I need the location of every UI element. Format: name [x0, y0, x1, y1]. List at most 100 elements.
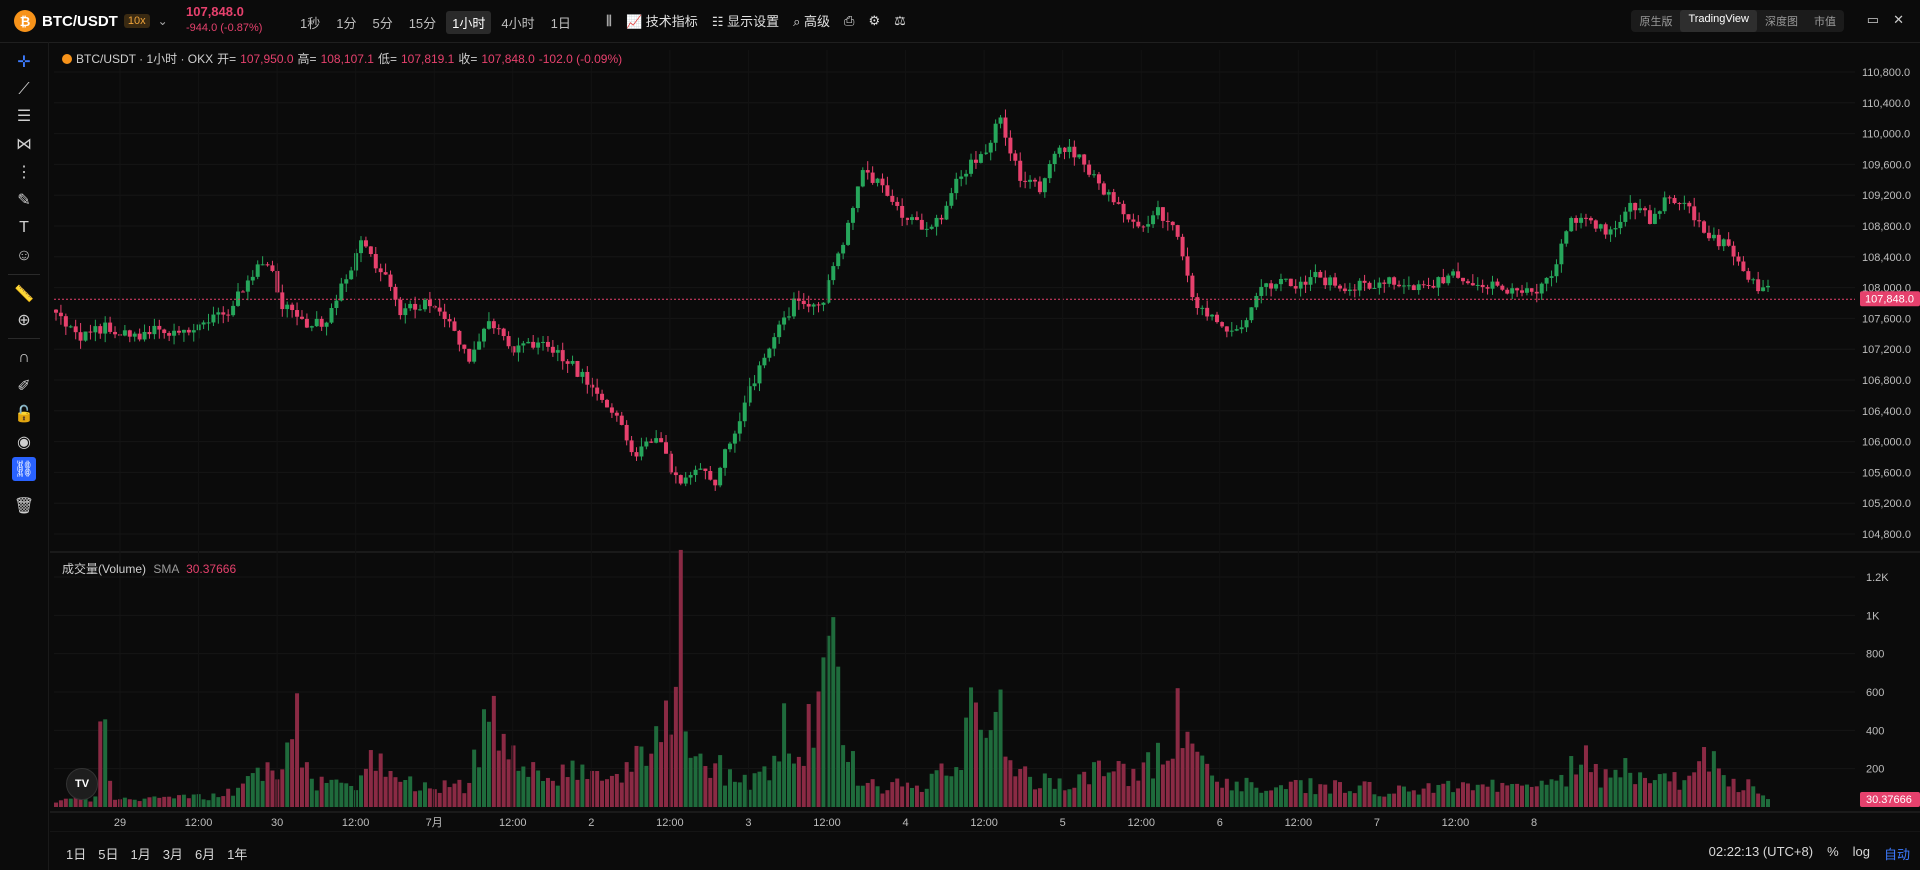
candle-body	[1313, 271, 1318, 278]
draw-lock-icon[interactable]: ✐	[17, 378, 31, 395]
volume-bar	[1618, 777, 1623, 807]
price-chart[interactable]: 110,800.0 110,400.0 110,000.0 109,600.0 109,…	[50, 42, 1920, 832]
volume-bar	[1652, 780, 1657, 807]
candle-body	[122, 330, 127, 336]
candle-body	[147, 331, 152, 335]
range-button-5[interactable]: 1年	[227, 847, 248, 862]
lock-icon[interactable]: 🔓	[14, 406, 34, 423]
volume-bar	[388, 771, 393, 807]
volume-bar	[231, 795, 236, 807]
range-button-0[interactable]: 1日	[66, 847, 87, 862]
volume-bar	[629, 771, 634, 807]
interval-0[interactable]: 1秒	[300, 16, 321, 31]
fullscreen-icon[interactable]: ▭	[1866, 12, 1880, 27]
volume-bar	[664, 700, 669, 807]
candle-body	[1618, 221, 1623, 229]
candle-body	[1018, 160, 1023, 181]
candle-body	[1170, 221, 1175, 226]
candle-body	[1460, 277, 1465, 282]
candle-body	[172, 330, 177, 336]
range-button-1[interactable]: 5日	[98, 847, 119, 862]
text-icon[interactable]: T	[19, 219, 29, 236]
candle-body	[1441, 277, 1446, 284]
volume-bar	[506, 759, 511, 807]
volume-bar	[1288, 781, 1293, 807]
volume-bar	[1667, 781, 1672, 807]
volume-bar	[545, 777, 550, 807]
time-tick: 12:00	[1442, 817, 1470, 829]
interval-1[interactable]: 1分	[336, 16, 357, 31]
tradingview-logo[interactable]: TV	[66, 768, 98, 800]
price-tick: 110,800.0	[1862, 67, 1910, 79]
log-toggle[interactable]: log	[1852, 844, 1870, 859]
close-icon[interactable]: ✕	[1893, 12, 1904, 27]
display-settings-button[interactable]: ☷ 显示设置	[711, 14, 780, 29]
brush-icon[interactable]: ✎	[17, 192, 31, 209]
volume-bar	[1254, 787, 1259, 807]
volume-bar	[595, 771, 600, 807]
magnet-icon[interactable]: ∩	[18, 349, 30, 366]
view-tab-1[interactable]: TradingView	[1680, 10, 1757, 32]
zoom-in-icon[interactable]: ⊕	[17, 312, 31, 329]
auto-toggle[interactable]: 自动	[1883, 847, 1910, 862]
volume-bar	[1490, 779, 1495, 807]
crosshair-icon[interactable]: ✛	[17, 54, 31, 71]
interval-selector: 1秒 1分 5分 15分 1小时 4小时 1日	[294, 11, 577, 34]
interval-5[interactable]: 4小时	[501, 16, 535, 31]
link-icon[interactable]: ⛓	[12, 457, 36, 481]
balance-icon[interactable]: ⚖	[894, 12, 906, 28]
percent-toggle[interactable]: %	[1827, 844, 1839, 859]
high-value: 108,107.1	[320, 51, 374, 66]
candle-body	[964, 173, 969, 177]
interval-6[interactable]: 1日	[550, 16, 571, 31]
eye-icon[interactable]: ◉	[17, 434, 31, 451]
volume-bar	[1357, 785, 1362, 807]
candle-body	[265, 264, 270, 266]
candle-body	[600, 393, 605, 400]
time-tick: 12:00	[185, 817, 213, 829]
price-change: -944.0 (-0.87%)	[186, 22, 263, 34]
candle-body	[98, 326, 103, 334]
candle-body	[1524, 288, 1529, 293]
candle-body	[978, 154, 983, 163]
view-tab-0[interactable]: 原生版	[1639, 16, 1673, 28]
candle-body	[575, 360, 580, 377]
time-tick: 12:00	[499, 817, 527, 829]
candle-body	[654, 438, 659, 443]
low-value: 107,819.1	[400, 51, 455, 66]
indicators-button[interactable]: 📈 技术指标	[625, 14, 698, 29]
volume-bar	[865, 782, 870, 807]
candle-body	[1470, 283, 1475, 286]
snapshot-icon[interactable]: ⎙	[844, 12, 855, 28]
range-button-3[interactable]: 3月	[162, 847, 183, 862]
symbol-selector[interactable]: ₿ BTC/USDT 10x ⌄	[14, 10, 168, 32]
interval-4[interactable]: 1小时	[446, 11, 492, 34]
trend-line-icon[interactable]: ⟋	[18, 81, 30, 98]
candle-body	[1495, 281, 1500, 286]
symbol-name: BTC/USDT	[42, 12, 118, 30]
volume-bar	[811, 747, 816, 807]
candle-body	[1155, 207, 1160, 216]
volume-bar	[1111, 771, 1116, 807]
candle-body	[1529, 288, 1534, 292]
volume-bar	[1406, 791, 1411, 807]
view-tab-2[interactable]: 深度图	[1765, 16, 1798, 28]
candle-body	[1638, 208, 1643, 211]
emoji-icon[interactable]: ☺	[15, 247, 33, 264]
candle-type-icon[interactable]: ⫼	[606, 12, 612, 28]
chevron-down-icon[interactable]: ⌄	[157, 14, 168, 28]
horizontal-lines-icon[interactable]: ☰	[16, 108, 32, 125]
candle-body	[1269, 283, 1274, 289]
range-button-2[interactable]: 1月	[130, 847, 151, 862]
fibonacci-icon[interactable]: ⋮	[16, 164, 32, 181]
trash-icon[interactable]: 🗑	[13, 498, 35, 515]
pattern-icon[interactable]: ⋈	[16, 136, 32, 153]
interval-2[interactable]: 5分	[372, 16, 393, 31]
candle-body	[1475, 284, 1480, 286]
interval-3[interactable]: 15分	[408, 16, 437, 31]
gear-icon[interactable]: ⚙	[868, 12, 881, 28]
view-tab-3[interactable]: 市值	[1814, 16, 1836, 28]
range-button-4[interactable]: 6月	[194, 847, 216, 862]
advanced-button[interactable]: ⌕ 高级	[793, 14, 831, 29]
ruler-icon[interactable]: 📏	[14, 286, 34, 303]
